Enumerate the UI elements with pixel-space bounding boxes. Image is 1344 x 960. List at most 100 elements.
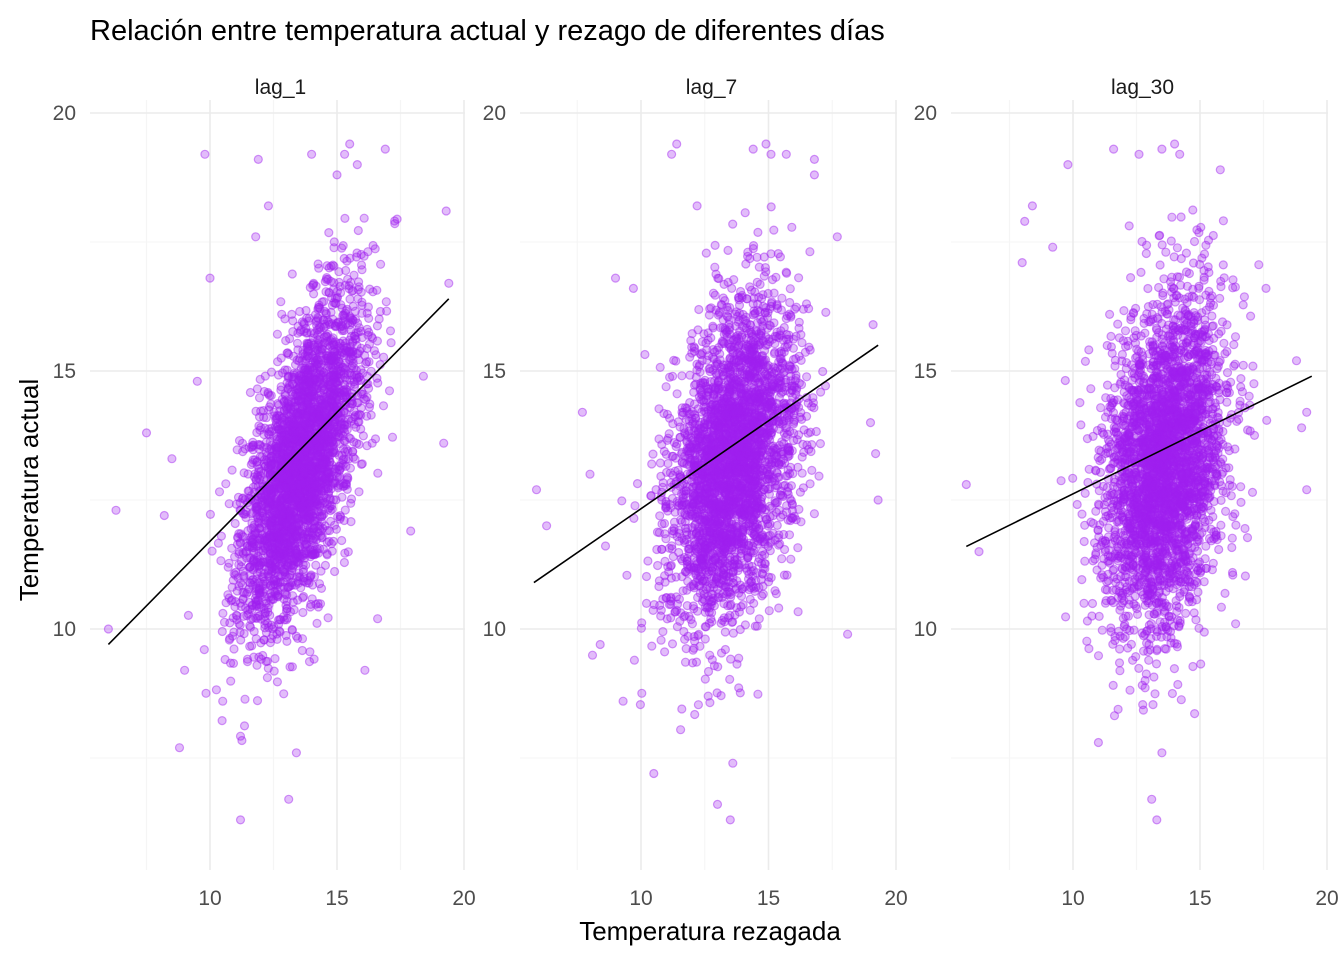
data-point	[238, 494, 248, 504]
data-point	[253, 154, 263, 164]
data-point	[320, 560, 330, 571]
data-point	[309, 435, 320, 445]
data-point	[332, 395, 342, 405]
data-point	[326, 516, 336, 527]
data-point	[295, 426, 305, 437]
data-point	[328, 398, 338, 408]
data-point	[293, 458, 303, 468]
data-point	[266, 491, 276, 501]
data-point	[340, 149, 350, 159]
data-point	[259, 493, 269, 503]
data-point	[378, 401, 389, 411]
data-point	[340, 400, 351, 410]
data-point	[667, 639, 678, 649]
data-point	[306, 420, 316, 430]
data-point	[245, 641, 255, 652]
data-point	[269, 622, 279, 632]
data-point	[322, 469, 332, 479]
data-point	[303, 341, 313, 351]
data-point	[315, 395, 325, 405]
data-point	[353, 225, 363, 236]
data-point	[274, 523, 284, 533]
data-point	[216, 556, 226, 566]
data-point	[330, 476, 340, 486]
data-point	[269, 480, 279, 491]
data-point	[370, 244, 380, 254]
data-point	[302, 471, 312, 481]
data-point	[364, 313, 374, 323]
data-point	[324, 473, 334, 483]
data-point	[647, 459, 657, 469]
data-point	[287, 492, 297, 502]
data-point	[304, 499, 314, 509]
data-point	[340, 447, 350, 457]
data-point	[314, 349, 324, 359]
data-point	[298, 593, 308, 603]
data-point	[261, 447, 271, 457]
data-point	[444, 278, 454, 288]
data-point	[293, 552, 303, 562]
data-point	[300, 473, 310, 483]
data-point	[313, 521, 323, 531]
data-point	[252, 460, 262, 470]
data-point	[729, 275, 739, 285]
data-point	[332, 422, 343, 432]
data-point	[773, 540, 784, 550]
data-point	[329, 237, 339, 247]
data-point	[282, 348, 292, 358]
x-tick-label: 20	[884, 887, 907, 910]
data-point	[300, 455, 310, 465]
data-point	[252, 505, 262, 515]
data-point	[326, 424, 336, 434]
data-point	[305, 572, 315, 583]
data-point	[275, 544, 285, 555]
data-point	[226, 676, 236, 686]
data-point	[341, 306, 351, 316]
data-point	[255, 589, 265, 599]
data-point	[237, 735, 247, 746]
data-point	[326, 438, 336, 448]
data-point	[245, 578, 255, 588]
data-point	[322, 550, 332, 560]
data-point	[251, 589, 261, 600]
data-point	[292, 549, 302, 559]
data-point	[305, 463, 315, 473]
data-point	[327, 546, 337, 556]
data-point	[335, 350, 345, 360]
data-point	[245, 562, 255, 572]
y-tick-label: 20	[483, 102, 506, 125]
data-point	[384, 386, 395, 396]
data-point	[385, 326, 396, 336]
data-point	[365, 399, 375, 409]
data-point	[294, 472, 304, 482]
data-point	[345, 380, 355, 390]
data-point	[328, 425, 338, 435]
data-point	[345, 294, 355, 304]
data-point	[241, 546, 251, 557]
data-point	[277, 520, 287, 530]
data-point	[341, 391, 351, 401]
data-point	[220, 654, 230, 665]
data-point	[238, 532, 248, 542]
data-point	[304, 353, 314, 363]
data-point	[309, 289, 319, 299]
data-point	[245, 387, 255, 398]
data-point	[774, 603, 784, 613]
data-point	[267, 513, 277, 523]
data-point	[335, 471, 345, 482]
data-point	[192, 376, 202, 386]
data-point	[327, 397, 337, 407]
data-point	[252, 595, 262, 606]
data-point	[311, 281, 321, 291]
data-point	[315, 464, 325, 474]
data-point	[256, 466, 266, 477]
data-point	[281, 469, 291, 479]
data-point	[259, 635, 269, 645]
data-point	[771, 272, 781, 282]
data-point	[251, 475, 261, 485]
data-point	[362, 357, 372, 367]
data-point	[805, 479, 815, 489]
data-point	[229, 569, 239, 579]
data-point	[281, 430, 291, 440]
